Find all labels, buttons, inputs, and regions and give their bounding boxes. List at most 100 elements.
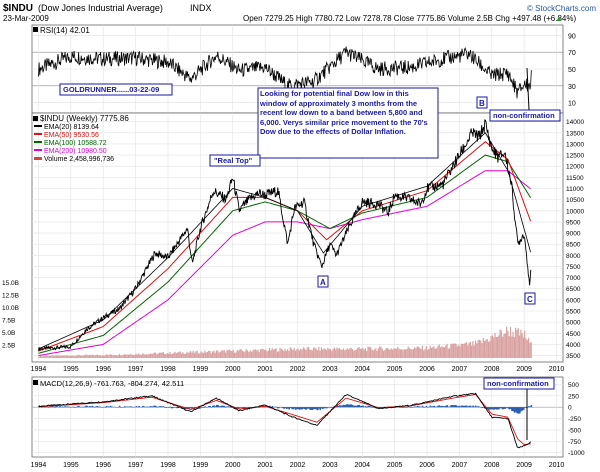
macd-hist-bar <box>162 406 165 408</box>
volume-bar <box>199 353 201 358</box>
volume-bar <box>60 355 62 358</box>
volume-bar <box>208 350 210 358</box>
macd-hist-bar <box>417 406 420 408</box>
macd-hist-bar <box>402 407 404 408</box>
macd-hist-bar <box>111 406 113 408</box>
macd-hist-bar <box>428 406 430 408</box>
macd-hist-bar <box>395 407 398 408</box>
volume-bar <box>282 349 284 358</box>
x-tick-label-middle: 2007 <box>452 366 468 373</box>
macd-hist-bar <box>432 406 434 408</box>
macd-hist-bar <box>429 405 432 408</box>
macd-hist-bar <box>140 407 143 408</box>
x-tick-label-middle: 1998 <box>160 366 176 373</box>
macd-hist-bar <box>107 406 109 408</box>
volume-bar <box>72 355 74 358</box>
volume-bar <box>485 339 487 358</box>
volume-bar <box>454 343 456 358</box>
macd-hist-bar <box>315 407 318 410</box>
volume-bar <box>520 329 522 358</box>
macd-hist-bar <box>135 406 138 408</box>
macd-hist-bar <box>481 407 483 408</box>
volume-bar <box>85 354 87 358</box>
volume-bar <box>380 346 382 358</box>
macd-hist-bar <box>465 405 468 408</box>
macd-hist-bar <box>222 405 224 408</box>
volume-bar <box>525 338 527 358</box>
macd-hist-bar <box>361 405 363 408</box>
volume-bar <box>528 337 530 358</box>
macd-hist-bar <box>120 407 122 408</box>
volume-bar <box>368 346 370 358</box>
volume-bar <box>142 353 144 358</box>
volume-bar <box>193 352 196 358</box>
macd-hist-bar <box>398 407 401 408</box>
macd-hist-bar <box>296 407 298 410</box>
macd-hist-bar <box>98 406 100 408</box>
note-text: Looking for potential final Dow low in t… <box>260 89 428 137</box>
volume-bar <box>158 352 161 358</box>
volume-bar <box>363 349 365 358</box>
macd-hist-bar <box>129 406 131 408</box>
x-tick-label-middle: 2008 <box>484 366 500 373</box>
volume-bar <box>526 340 528 358</box>
macd-hist-bar <box>496 407 499 410</box>
volume-bar <box>266 351 268 358</box>
volume-bar <box>341 349 343 358</box>
macd-hist-bar <box>412 407 415 408</box>
volume-bar <box>408 348 411 358</box>
x-tick-label-bottom: 2010 <box>549 462 565 469</box>
volume-bar <box>38 356 40 358</box>
volume-bar <box>43 356 45 358</box>
volume-bar <box>170 354 172 358</box>
volume-bar <box>284 348 286 358</box>
volume-bar <box>397 347 399 358</box>
volume-bar <box>428 348 430 358</box>
volume-bar <box>162 352 164 358</box>
volume-bar <box>424 349 426 358</box>
volume-bar <box>309 349 311 358</box>
macd-hist-bar <box>142 405 144 408</box>
volume-bar <box>120 355 122 358</box>
rsi-tick-label: 30 <box>568 84 576 91</box>
macd-hist-bar <box>329 407 332 408</box>
volume-bar <box>83 355 85 358</box>
macd-hist-bar <box>274 406 276 408</box>
wave-c-label: C <box>527 295 533 304</box>
volume-bar <box>95 354 97 358</box>
macd-hist-bar <box>64 406 66 408</box>
volume-bar <box>126 354 128 358</box>
macd-hist-bar <box>227 406 230 408</box>
x-tick-label-bottom: 2006 <box>419 462 435 469</box>
volume-bar <box>512 331 514 358</box>
volume-bar <box>219 351 221 358</box>
volume-bar <box>146 354 148 358</box>
macd-tick-label: -250 <box>568 416 581 423</box>
volume-bar <box>455 343 457 358</box>
macd-hist-bar <box>170 407 173 409</box>
volume-bar <box>100 355 102 358</box>
volume-bar <box>376 350 378 358</box>
macd-hist-bar <box>318 407 320 409</box>
x-axis-middle: 1994 1995 1996 1997 1998 1999 2000 2001 2002 2003… <box>31 366 565 373</box>
volume-bar <box>244 351 246 358</box>
volume-bar <box>462 343 464 358</box>
volume-bar <box>45 355 47 358</box>
rsi-tick-label: 90 <box>568 33 576 40</box>
macd-hist-bar <box>478 406 481 408</box>
volume-bar <box>373 349 376 358</box>
macd-hist-bar <box>214 406 217 408</box>
macd-hist-bar <box>157 406 160 408</box>
volume-bar <box>445 345 447 358</box>
macd-hist-bar <box>446 405 448 408</box>
macd-hist-bar <box>138 405 140 408</box>
volume-bar <box>417 347 420 358</box>
macd-hist-bar <box>206 406 209 408</box>
macd-hist-bar <box>310 407 313 410</box>
volume-bar <box>108 355 110 358</box>
volume-bar <box>149 353 152 358</box>
volume-bar <box>371 349 373 358</box>
macd-hist-bar <box>139 406 142 408</box>
volume-bar <box>406 349 408 358</box>
price-tick-label: 14000 <box>566 119 584 126</box>
